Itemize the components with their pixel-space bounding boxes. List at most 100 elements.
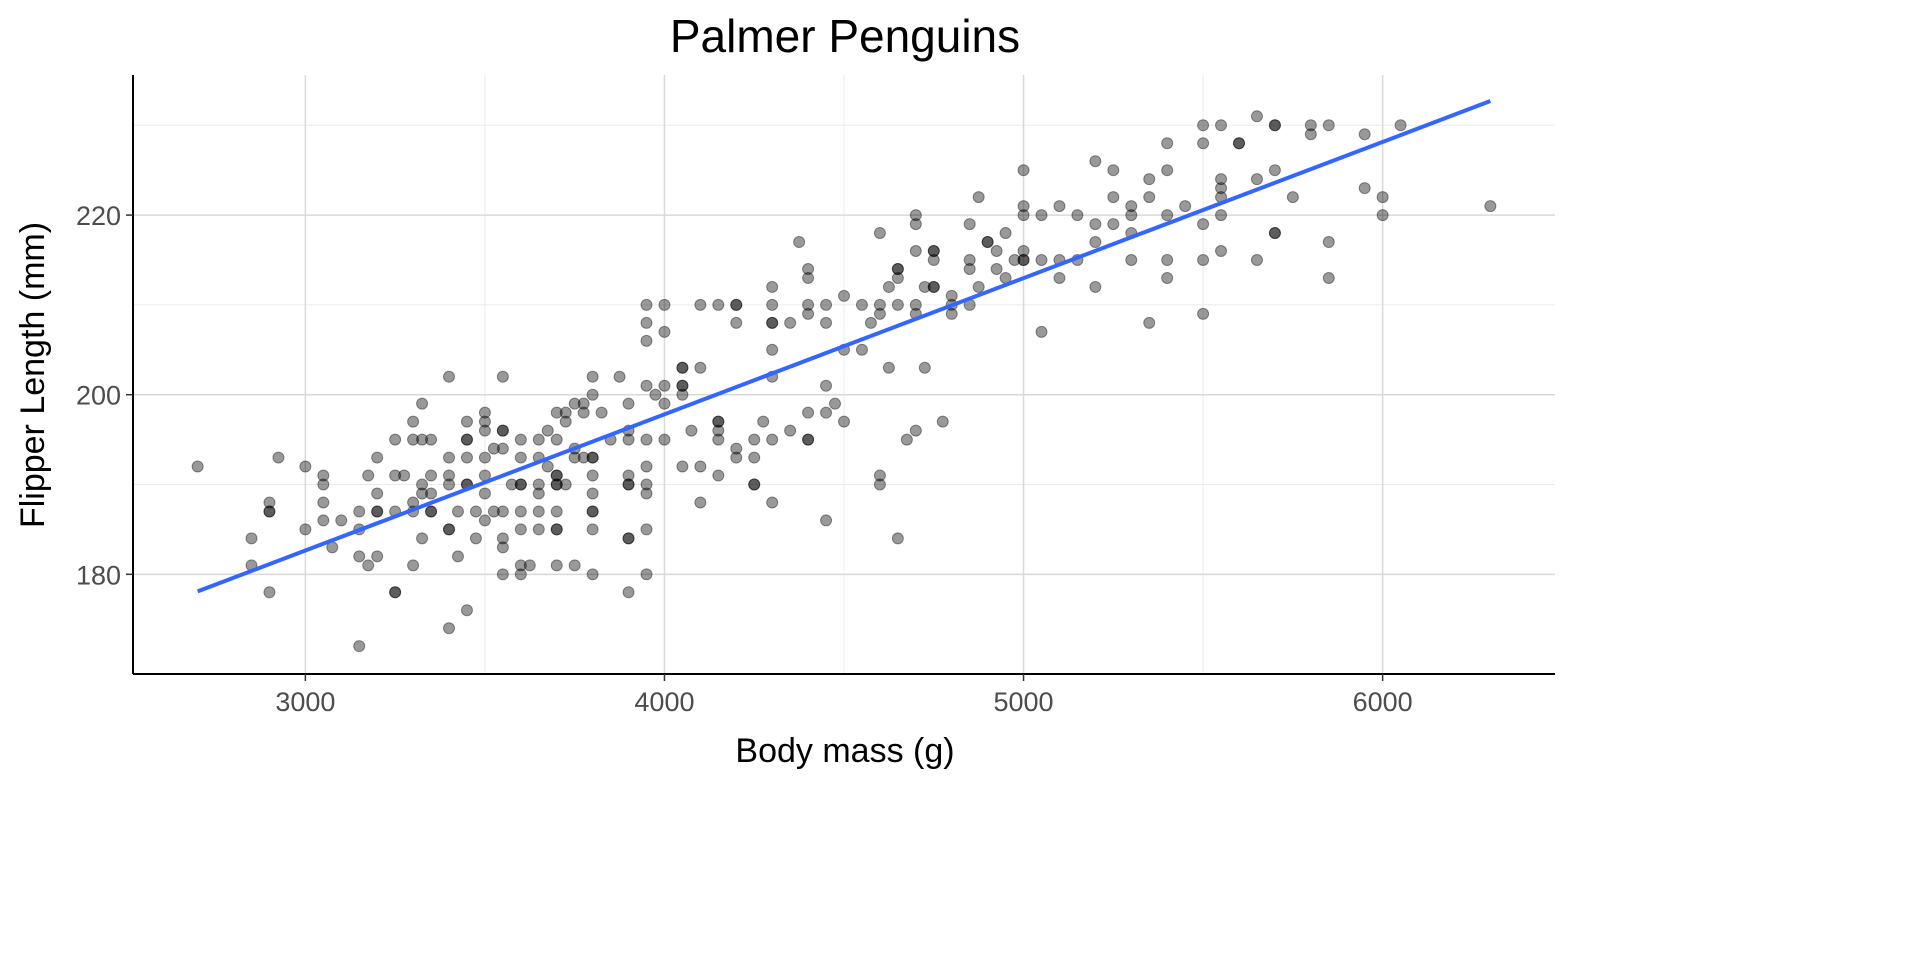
data-point	[891, 262, 904, 275]
data-point	[514, 478, 527, 491]
data-point	[766, 496, 779, 509]
data-point	[1125, 253, 1138, 266]
data-point	[514, 433, 527, 446]
data-point	[407, 415, 420, 428]
data-point	[685, 424, 698, 437]
data-point	[505, 478, 518, 491]
data-point	[748, 451, 761, 464]
data-point	[712, 415, 725, 428]
data-point	[730, 298, 743, 311]
data-point	[1035, 209, 1048, 222]
data-point	[838, 415, 850, 428]
data-point	[371, 505, 384, 518]
y-tick-label: 200	[76, 381, 121, 411]
data-point	[478, 406, 491, 419]
data-point	[1017, 200, 1030, 213]
data-point	[272, 451, 285, 464]
data-point	[640, 334, 653, 347]
data-point	[407, 559, 420, 572]
data-point	[909, 218, 922, 231]
data-point	[712, 415, 725, 428]
data-point	[802, 433, 815, 446]
fit-line-layer	[196, 99, 1492, 594]
data-point	[748, 433, 761, 446]
x-tick-label: 5000	[994, 687, 1054, 717]
data-point	[586, 505, 599, 518]
data-point	[972, 280, 985, 293]
data-point	[514, 505, 527, 518]
data-point	[1089, 218, 1102, 231]
data-point	[1304, 119, 1317, 132]
data-point	[658, 379, 671, 392]
data-point	[1268, 227, 1281, 240]
data-point	[577, 451, 590, 464]
data-point	[263, 496, 276, 509]
data-point	[478, 514, 491, 527]
data-point	[550, 478, 563, 491]
data-point	[909, 424, 922, 437]
data-point	[820, 298, 833, 311]
data-point	[478, 451, 491, 464]
data-point	[263, 505, 276, 518]
data-point	[1008, 253, 1021, 266]
data-point	[1107, 218, 1120, 231]
data-point	[1268, 164, 1281, 177]
data-point	[389, 586, 402, 599]
data-point	[317, 469, 330, 482]
data-point	[559, 406, 572, 419]
data-point	[676, 460, 689, 473]
data-point	[891, 298, 904, 311]
data-point	[622, 532, 635, 545]
data-point	[478, 424, 491, 437]
data-point	[407, 433, 420, 446]
data-point	[927, 253, 940, 266]
data-point	[496, 541, 509, 554]
data-point	[469, 505, 482, 518]
data-point	[1286, 191, 1299, 204]
data-point	[676, 361, 689, 374]
data-point	[658, 433, 671, 446]
data-point	[443, 370, 455, 383]
data-point	[496, 532, 509, 545]
data-point	[496, 505, 509, 518]
data-point	[550, 469, 563, 482]
data-point	[487, 505, 500, 518]
data-point	[371, 505, 384, 518]
data-point	[1161, 271, 1174, 284]
data-point	[496, 568, 509, 581]
data-point	[1322, 271, 1335, 284]
data-point	[191, 460, 204, 473]
data-point	[1197, 307, 1210, 320]
data-point	[425, 469, 438, 482]
data-point	[891, 271, 904, 284]
data-point	[640, 298, 653, 311]
data-point	[855, 298, 868, 311]
data-point	[496, 424, 509, 437]
data-point	[748, 478, 761, 491]
data-point	[532, 478, 545, 491]
data-point	[766, 298, 779, 311]
data-point	[1107, 191, 1120, 204]
data-point	[541, 424, 554, 437]
data-point	[1161, 209, 1174, 222]
data-point	[909, 298, 922, 311]
data-point	[730, 316, 743, 329]
data-point	[1143, 316, 1156, 329]
data-point	[766, 316, 779, 329]
data-point	[981, 236, 994, 249]
data-point	[1250, 110, 1263, 123]
data-point	[1161, 253, 1174, 266]
data-point	[1017, 164, 1030, 177]
data-point	[873, 227, 886, 240]
data-point	[299, 460, 312, 473]
data-point	[1394, 119, 1407, 132]
data-point	[425, 505, 438, 518]
data-point	[1125, 209, 1138, 222]
data-point	[568, 397, 581, 410]
data-point	[478, 415, 491, 428]
data-point	[335, 514, 348, 527]
data-point	[1215, 245, 1228, 258]
data-point	[577, 397, 590, 410]
data-point	[730, 298, 743, 311]
data-point	[460, 415, 473, 428]
